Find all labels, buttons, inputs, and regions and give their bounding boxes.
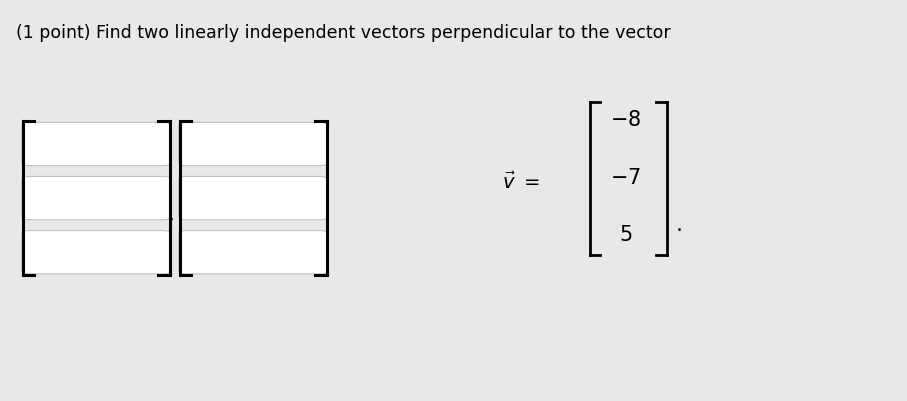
Text: ,: ,: [169, 206, 174, 224]
FancyBboxPatch shape: [22, 176, 171, 220]
FancyBboxPatch shape: [179, 176, 327, 220]
Text: $-8$: $-8$: [610, 110, 641, 130]
FancyBboxPatch shape: [179, 122, 327, 166]
FancyBboxPatch shape: [22, 231, 171, 274]
Text: $-7$: $-7$: [610, 168, 641, 188]
FancyBboxPatch shape: [179, 231, 327, 274]
Text: .: .: [676, 215, 683, 235]
Text: $5$: $5$: [619, 225, 632, 245]
FancyBboxPatch shape: [22, 122, 171, 166]
Text: (1 point) Find two linearly independent vectors perpendicular to the vector: (1 point) Find two linearly independent …: [16, 24, 671, 42]
Text: $\vec{v}\ =$: $\vec{v}\ =$: [502, 172, 540, 193]
